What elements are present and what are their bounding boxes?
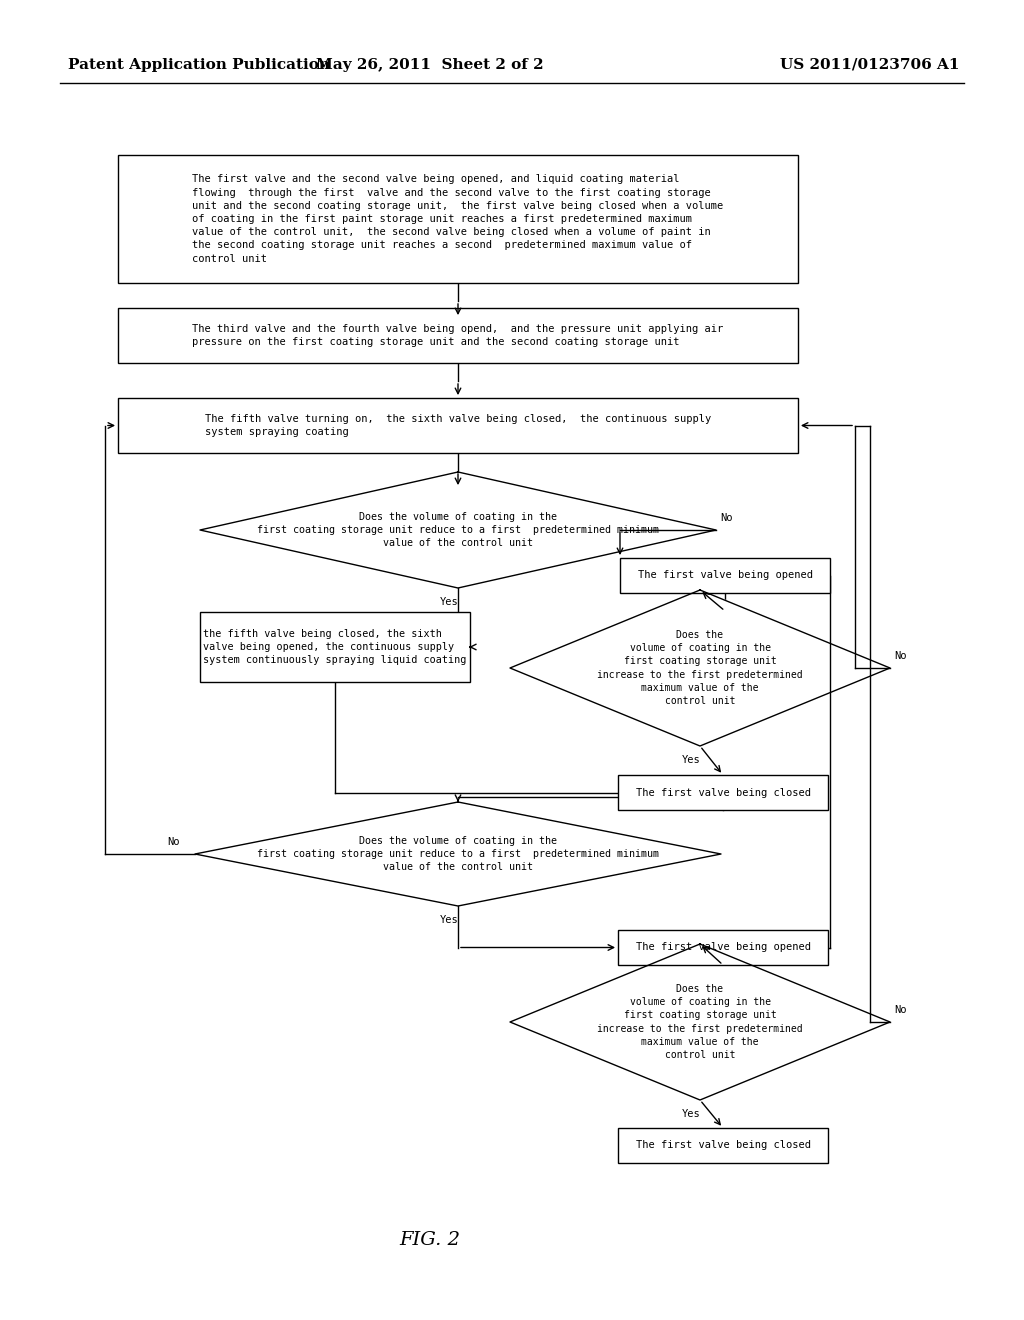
FancyBboxPatch shape	[118, 154, 798, 282]
Text: FIG. 2: FIG. 2	[399, 1232, 461, 1249]
Text: No: No	[167, 837, 179, 847]
Text: Yes: Yes	[682, 755, 700, 766]
Text: Yes: Yes	[440, 915, 459, 925]
Text: the fifth valve being closed, the sixth
valve being opened, the continuous suppl: the fifth valve being closed, the sixth …	[204, 628, 467, 665]
Text: No: No	[894, 651, 906, 661]
Text: The first valve being opened: The first valve being opened	[636, 942, 811, 953]
Text: May 26, 2011  Sheet 2 of 2: May 26, 2011 Sheet 2 of 2	[316, 58, 544, 73]
FancyBboxPatch shape	[118, 399, 798, 453]
Text: Yes: Yes	[440, 597, 459, 607]
Text: No: No	[894, 1005, 906, 1015]
Text: Does the volume of coating in the
first coating storage unit reduce to a first  : Does the volume of coating in the first …	[257, 512, 659, 548]
Text: The first valve being closed: The first valve being closed	[636, 1140, 811, 1151]
Text: The first valve being opened: The first valve being opened	[638, 570, 812, 581]
FancyBboxPatch shape	[618, 775, 828, 810]
Text: The fifth valve turning on,  the sixth valve being closed,  the continuous suppl: The fifth valve turning on, the sixth va…	[205, 414, 711, 437]
FancyBboxPatch shape	[118, 308, 798, 363]
FancyBboxPatch shape	[618, 931, 828, 965]
Polygon shape	[510, 944, 890, 1100]
FancyBboxPatch shape	[200, 612, 470, 682]
Text: Yes: Yes	[682, 1109, 700, 1119]
Polygon shape	[510, 590, 890, 746]
Polygon shape	[200, 473, 716, 587]
FancyBboxPatch shape	[620, 558, 830, 593]
Text: No: No	[720, 513, 732, 523]
FancyBboxPatch shape	[618, 1129, 828, 1163]
Polygon shape	[195, 803, 721, 906]
Text: US 2011/0123706 A1: US 2011/0123706 A1	[780, 58, 961, 73]
Text: Does the volume of coating in the
first coating storage unit reduce to a first  : Does the volume of coating in the first …	[257, 836, 659, 873]
Text: The third valve and the fourth valve being opend,  and the pressure unit applyin: The third valve and the fourth valve bei…	[193, 323, 724, 347]
Text: The first valve and the second valve being opened, and liquid coating material
f: The first valve and the second valve bei…	[193, 174, 724, 264]
Text: Patent Application Publication: Patent Application Publication	[68, 58, 330, 73]
Text: Does the
volume of coating in the
first coating storage unit
increase to the fir: Does the volume of coating in the first …	[597, 630, 803, 706]
Text: Does the
volume of coating in the
first coating storage unit
increase to the fir: Does the volume of coating in the first …	[597, 983, 803, 1060]
Text: The first valve being closed: The first valve being closed	[636, 788, 811, 797]
